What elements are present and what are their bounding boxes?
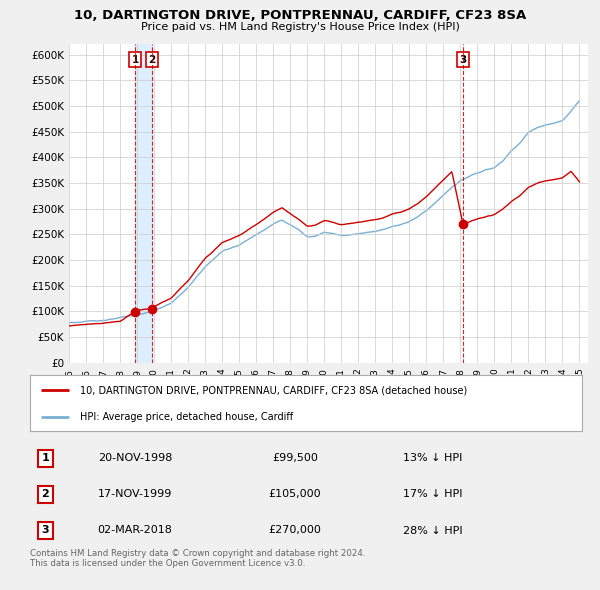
Text: 1: 1: [41, 454, 49, 463]
Text: 20-NOV-1998: 20-NOV-1998: [98, 454, 172, 463]
Text: 3: 3: [41, 526, 49, 536]
Text: 02-MAR-2018: 02-MAR-2018: [97, 526, 172, 536]
Text: 2: 2: [41, 490, 49, 500]
Text: 1: 1: [131, 54, 139, 64]
Text: 3: 3: [460, 54, 467, 64]
Text: HPI: Average price, detached house, Cardiff: HPI: Average price, detached house, Card…: [80, 412, 293, 422]
Text: 17% ↓ HPI: 17% ↓ HPI: [403, 490, 463, 500]
Text: 17-NOV-1999: 17-NOV-1999: [98, 490, 172, 500]
Text: 10, DARTINGTON DRIVE, PONTPRENNAU, CARDIFF, CF23 8SA (detached house): 10, DARTINGTON DRIVE, PONTPRENNAU, CARDI…: [80, 385, 467, 395]
Text: 2: 2: [148, 54, 155, 64]
Text: £105,000: £105,000: [269, 490, 321, 500]
Text: £270,000: £270,000: [269, 526, 322, 536]
Text: Price paid vs. HM Land Registry's House Price Index (HPI): Price paid vs. HM Land Registry's House …: [140, 22, 460, 32]
Text: Contains HM Land Registry data © Crown copyright and database right 2024.
This d: Contains HM Land Registry data © Crown c…: [30, 549, 365, 568]
Text: £99,500: £99,500: [272, 454, 318, 463]
Text: 13% ↓ HPI: 13% ↓ HPI: [403, 454, 463, 463]
Text: 28% ↓ HPI: 28% ↓ HPI: [403, 526, 463, 536]
Bar: [135, 44, 152, 363]
Text: 10, DARTINGTON DRIVE, PONTPRENNAU, CARDIFF, CF23 8SA: 10, DARTINGTON DRIVE, PONTPRENNAU, CARDI…: [74, 9, 526, 22]
